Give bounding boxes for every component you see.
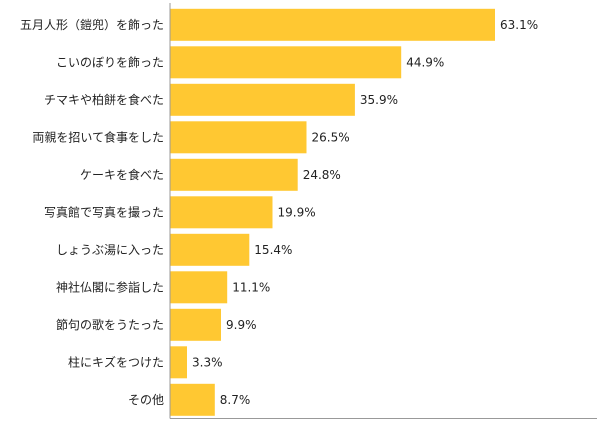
value-label: 44.9% [406,55,444,69]
value-label: 8.7% [220,393,251,407]
category-label: 節句の歌をうたった [56,317,164,332]
bar [170,8,495,41]
value-label: 24.8% [303,168,341,182]
value-label: 9.9% [226,318,257,332]
value-labels: 63.1% 44.9% 35.9% 26.5% 24.8% 19.9% 15.4% 11.1%… [192,18,538,407]
value-label: 35.9% [360,93,398,107]
bar [170,271,228,304]
value-label: 3.3% [192,355,223,369]
value-label: 15.4% [254,243,292,257]
bar [170,308,221,341]
value-label: 11.1% [232,280,270,294]
category-label: 写真館で写真を撮った [44,204,164,219]
category-label: その他 [128,393,164,407]
value-label: 19.9% [278,205,316,219]
category-label: 柱にキズをつけた [68,354,164,369]
value-label: 63.1% [500,18,538,32]
bar [170,46,402,79]
bar [170,121,307,154]
category-label: しょうぶ湯に入った [56,243,164,257]
category-label: チマキや柏餅を食べた [44,92,164,107]
category-label: 両親を招いて食事をした [32,129,164,144]
value-label: 26.5% [312,130,350,144]
category-labels: 五月人形（鎧兜）を飾ったこいのぼりを飾ったチマキや柏餅を食べた両親を招いて食事を… [20,17,164,407]
bar [170,346,187,379]
bar [170,196,273,229]
bar [170,158,298,191]
category-label: ケーキを食べた [80,167,164,182]
bars-group [170,8,495,416]
bar [170,383,215,416]
bar [170,233,250,266]
category-label: 五月人形（鎧兜）を飾った [20,17,164,32]
category-label: 神社仏閣に参詣した [56,279,164,294]
bar [170,83,355,116]
category-label: こいのぼりを飾った [56,55,164,69]
